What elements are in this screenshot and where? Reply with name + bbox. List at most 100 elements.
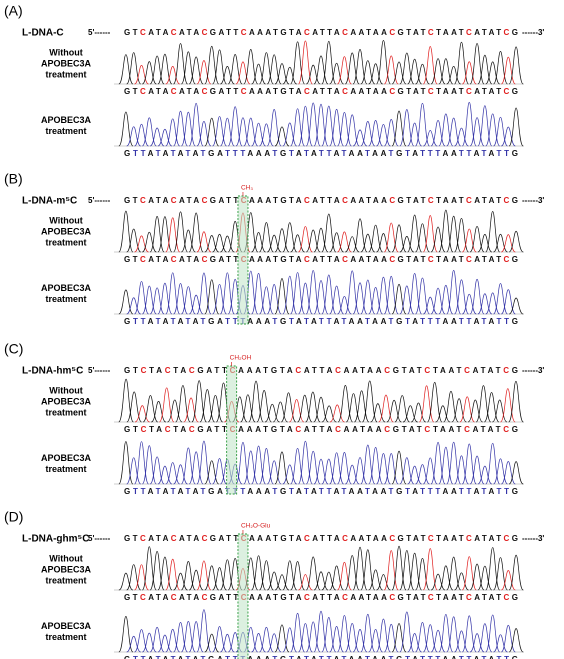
trace-peak (149, 216, 165, 253)
trace-peak (235, 117, 251, 147)
trace-peak (407, 273, 423, 315)
trace-peak (430, 441, 446, 485)
trace-peak (422, 215, 438, 253)
trace-peak (415, 622, 430, 653)
trace-peak (248, 380, 264, 423)
trace-peak (282, 66, 297, 85)
trace-peak (141, 285, 157, 315)
trace-peak (313, 610, 329, 653)
trace-peak (376, 574, 391, 591)
trace-peak (352, 218, 368, 253)
trace-peak (329, 626, 344, 653)
five-prime: 5'------ (88, 366, 111, 375)
trace-peak (180, 51, 196, 85)
trace-peak (264, 403, 280, 423)
trace-peak (282, 560, 298, 591)
trace-peak (220, 66, 235, 85)
trace-peak (290, 612, 305, 653)
trace-peak (212, 233, 227, 253)
trace-peak (204, 633, 219, 653)
trace-peak (313, 280, 329, 315)
trace-peak (167, 399, 183, 423)
trace-peak (415, 102, 430, 147)
trace-peak (126, 126, 141, 147)
trace-peak (459, 396, 475, 423)
trace-peak (134, 564, 149, 591)
sample-name: L-DNA-ghm⁵C (22, 534, 89, 545)
row-label: treatment (45, 69, 86, 79)
trace-peak (391, 545, 407, 591)
trace-peak (181, 229, 196, 253)
row-label: APOBEC3A (41, 396, 92, 406)
trace-peak (461, 101, 477, 147)
trace-peak (391, 623, 407, 653)
trace-peak (469, 455, 485, 485)
trace-peak (282, 275, 298, 315)
row-label: treatment (45, 575, 86, 585)
trace-peak (422, 457, 438, 485)
trace-peak (370, 403, 386, 423)
trace-peak (204, 565, 219, 591)
trace-peak (212, 116, 227, 147)
trace-peak (383, 118, 399, 147)
trace-peak (204, 235, 219, 253)
trace-peak (368, 628, 383, 653)
trace-peak (274, 624, 290, 653)
panel-label: (C) (4, 341, 23, 357)
trace-peak (298, 623, 313, 653)
trace-peak (157, 634, 173, 653)
trace-peak (141, 117, 157, 147)
trace-peak (485, 211, 501, 253)
trace-peak (329, 404, 345, 423)
trace-peak (415, 277, 430, 315)
trace-peak (243, 450, 259, 485)
trace-peak (188, 451, 204, 485)
trace-peak (360, 613, 376, 653)
trace-peak (353, 390, 370, 423)
trace-peak (352, 629, 368, 653)
trace-peak (142, 395, 159, 423)
trace-peak (430, 287, 446, 315)
trace-peak (430, 119, 446, 147)
trace-peak (345, 464, 360, 485)
row-label: Without (49, 553, 82, 563)
trace-peak (501, 570, 516, 591)
trace-peak (344, 622, 360, 653)
trace-peak (467, 399, 483, 423)
trace-peak (126, 457, 142, 485)
trace-peak (399, 457, 415, 485)
trace-peak (383, 550, 399, 591)
reference-sequence: GTCTACTACGATTCAAATGTACATTACAATAACGTATCTA… (124, 366, 518, 375)
trace-peak (274, 63, 290, 85)
trace-peak (454, 127, 469, 147)
row-label: treatment (45, 126, 86, 136)
trace-peak (149, 55, 165, 85)
trace-peak (438, 209, 454, 253)
trace-peak (196, 120, 212, 147)
trace-peak (402, 405, 418, 423)
trace-peak (212, 458, 227, 485)
trace-peak (454, 41, 469, 85)
trace-peak (204, 45, 220, 85)
trace-peak (360, 60, 376, 85)
trace-peak (399, 285, 415, 315)
trace-peak (118, 54, 134, 85)
trace-peak (298, 40, 313, 85)
trace-peak (469, 278, 485, 315)
trace-peak (305, 391, 321, 423)
trace-peak (173, 283, 188, 315)
trace-peak (243, 49, 259, 85)
trace-peak (165, 628, 180, 653)
trace-peak (360, 444, 376, 485)
trace-peak (344, 52, 360, 85)
trace-peak (477, 623, 493, 653)
trace-peak (306, 64, 321, 85)
trace-peak (188, 102, 204, 147)
trace-peak (329, 62, 344, 85)
trace-peak (451, 398, 467, 423)
panel-label: (A) (4, 3, 23, 19)
three-prime: ------3' (522, 28, 544, 37)
trace-peak (188, 212, 204, 253)
row-label: treatment (45, 632, 86, 642)
